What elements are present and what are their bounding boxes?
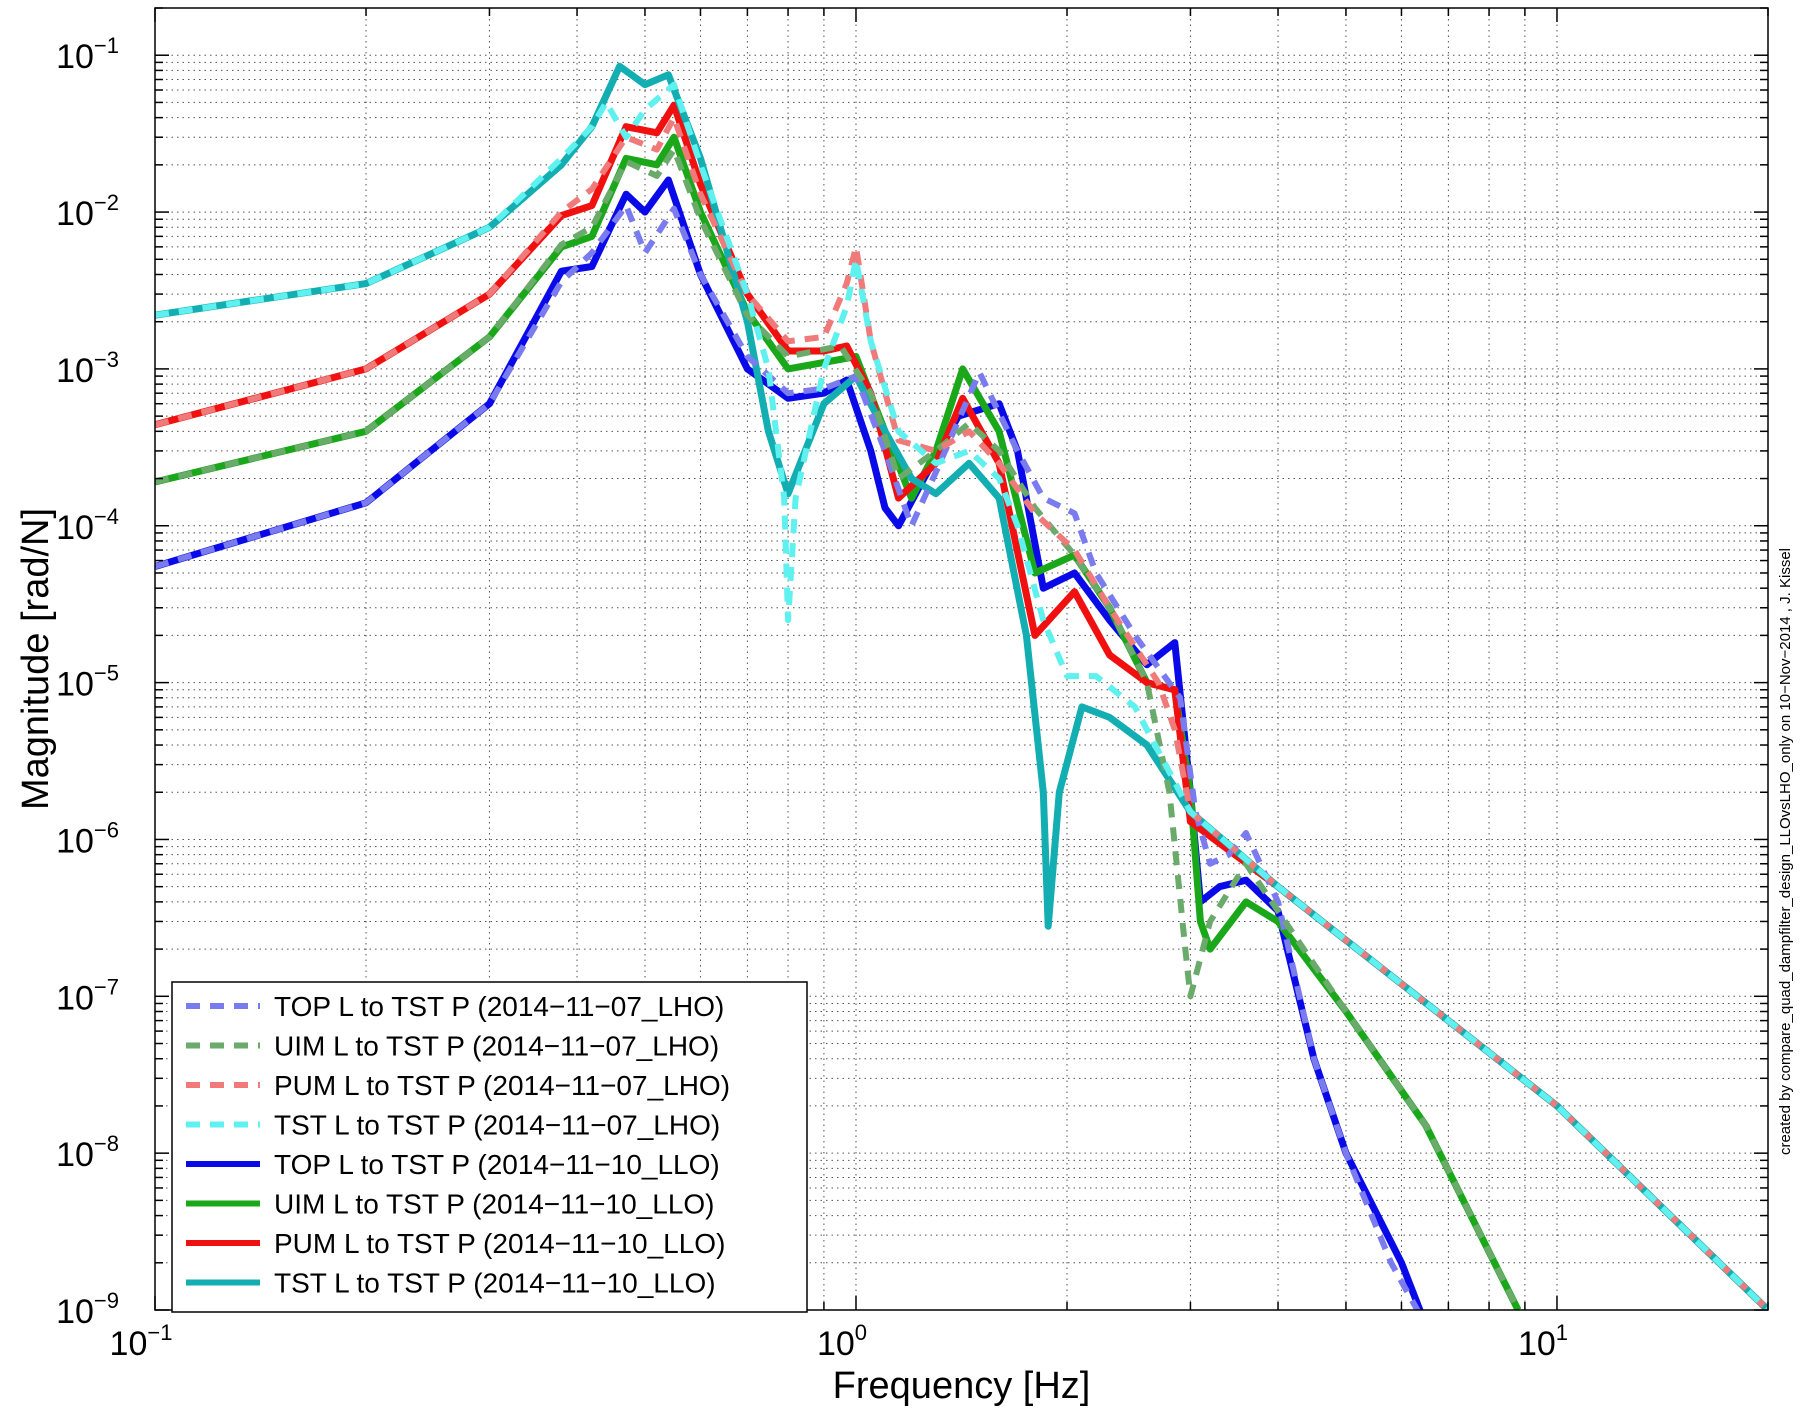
legend-label: PUM L to TST P (2014−11−10_LLO) xyxy=(274,1228,725,1259)
y-tick-label: 10−1 xyxy=(56,33,119,76)
credit-annotation: created by compare_quad_dampfilter_desig… xyxy=(1777,548,1794,1155)
x-tick-label: 100 xyxy=(817,1320,867,1363)
series-layer xyxy=(155,62,1768,1310)
legend-label: TST L to TST P (2014−11−07_LHO) xyxy=(274,1110,720,1141)
legend-label: UIM L to TST P (2014−11−10_LLO) xyxy=(274,1189,715,1220)
legend-box xyxy=(171,981,808,1313)
y-axis-label: Magnitude [rad/N] xyxy=(15,508,57,810)
legend-label: PUM L to TST P (2014−11−07_LHO) xyxy=(274,1070,730,1101)
y-tick-label: 10−8 xyxy=(56,1131,119,1174)
x-tick-label: 101 xyxy=(1518,1320,1568,1363)
y-tick-label: 10−6 xyxy=(56,817,119,860)
legend-label: UIM L to TST P (2014−11−07_LHO) xyxy=(274,1031,719,1062)
x-axis-label: Frequency [Hz] xyxy=(833,1365,1091,1407)
y-tick-label: 10−2 xyxy=(56,190,119,233)
series-line-8 xyxy=(155,62,1768,1310)
series-line-6 xyxy=(155,133,1522,1310)
y-tick-label: 10−3 xyxy=(56,347,119,390)
series-line-2 xyxy=(155,146,1521,1310)
plot-frame xyxy=(154,7,1769,1311)
ticks xyxy=(154,7,1769,1311)
legend-label: TOP L to TST P (2014−11−07_LHO) xyxy=(274,991,724,1022)
series-line-4 xyxy=(155,81,1768,1310)
legend-label: TOP L to TST P (2014−11−10_LLO) xyxy=(274,1149,720,1180)
y-tick-label: 10−9 xyxy=(56,1288,119,1331)
legend-label: TST L to TST P (2014−11−10_LLO) xyxy=(274,1268,716,1299)
y-tick-label: 10−4 xyxy=(56,504,119,547)
y-tick-label: 10−7 xyxy=(56,974,119,1017)
tick-labels: 10−1 100 101 10−9 10−8 10−7 10−6 10−5 10−4 10−3 10… xyxy=(56,33,1568,1363)
legend: TOP L to TST P (2014−11−07_LHO) UIM L to … xyxy=(171,981,808,1313)
x-tick-label: 10−1 xyxy=(110,1320,173,1363)
y-tick-label: 10−5 xyxy=(56,661,119,704)
series-line-1 xyxy=(155,202,1421,1310)
